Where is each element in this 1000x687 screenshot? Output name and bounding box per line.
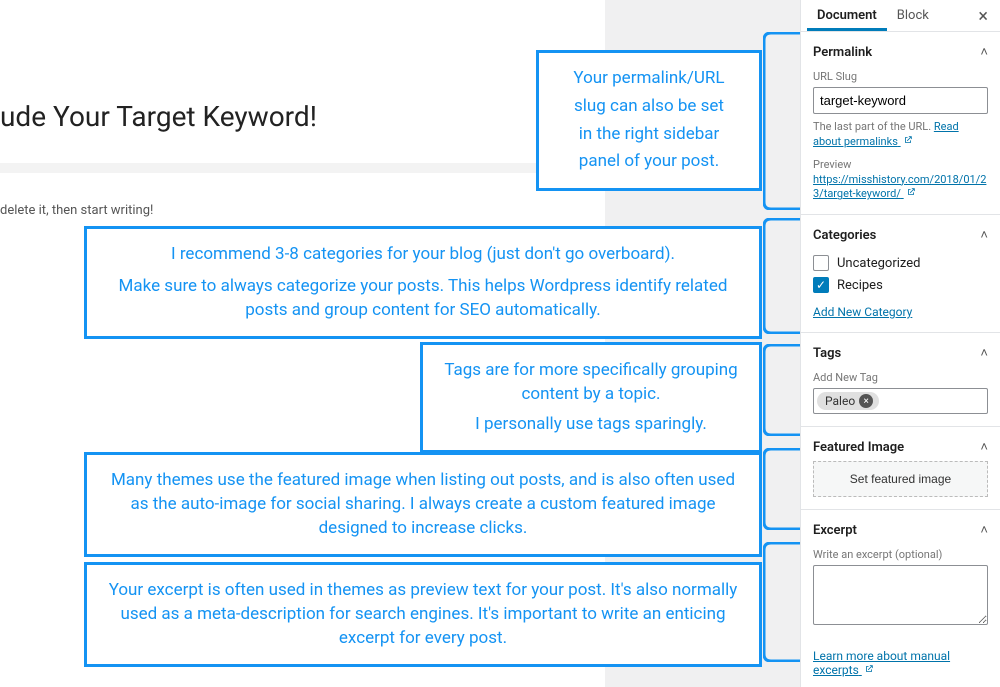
panel-featured-image-title: Featured Image bbox=[813, 440, 904, 455]
excerpt-label: Write an excerpt (optional) bbox=[813, 548, 988, 561]
post-title[interactable]: ude Your Target Keyword! bbox=[0, 100, 605, 133]
callout-featured-image: Many themes use the featured image when … bbox=[84, 452, 762, 557]
category-label: Recipes bbox=[837, 278, 883, 293]
category-row-uncategorized: Uncategorized bbox=[813, 255, 988, 271]
permalink-helper-text: The last part of the URL. Read about per… bbox=[813, 120, 988, 150]
panel-permalink-toggle[interactable]: Permalink ˄ bbox=[813, 42, 988, 66]
category-checkbox-uncategorized[interactable] bbox=[813, 255, 829, 271]
chevron-up-icon: ˄ bbox=[980, 44, 988, 60]
panel-excerpt-toggle[interactable]: Excerpt ˄ bbox=[813, 520, 988, 544]
panel-excerpt-title: Excerpt bbox=[813, 523, 857, 538]
settings-sidebar: Document Block × Permalink ˄ URL Slug Th… bbox=[800, 0, 1000, 687]
chevron-up-icon: ˄ bbox=[980, 345, 988, 361]
tag-chip-paleo: Paleo × bbox=[817, 392, 879, 410]
callout-excerpt: Your excerpt is often used in themes as … bbox=[84, 562, 762, 667]
external-link-icon bbox=[903, 135, 913, 145]
permalink-preview-link[interactable]: https://misshistory.com/2018/01/23/targe… bbox=[813, 173, 988, 203]
panel-excerpt: Excerpt ˄ Write an excerpt (optional) bbox=[801, 510, 1000, 641]
panel-featured-image-toggle[interactable]: Featured Image ˄ bbox=[813, 437, 988, 461]
connector-featured bbox=[763, 448, 801, 530]
sidebar-tabs: Document Block × bbox=[801, 0, 1000, 32]
panel-categories-toggle[interactable]: Categories ˄ bbox=[813, 225, 988, 249]
url-slug-input[interactable] bbox=[813, 87, 988, 114]
panel-categories-title: Categories bbox=[813, 228, 876, 243]
callout-permalink: Your permalink/URL slug can also be set … bbox=[536, 50, 762, 191]
panel-featured-image: Featured Image ˄ Set featured image bbox=[801, 427, 1000, 510]
tag-entry-input[interactable] bbox=[882, 392, 984, 410]
panel-tags-toggle[interactable]: Tags ˄ bbox=[813, 343, 988, 367]
connector-permalink bbox=[763, 32, 801, 210]
tab-block[interactable]: Block bbox=[887, 0, 939, 31]
close-sidebar-button[interactable]: × bbox=[972, 4, 994, 29]
excerpt-textarea[interactable] bbox=[813, 565, 988, 625]
panel-permalink-title: Permalink bbox=[813, 45, 872, 60]
external-link-icon bbox=[864, 664, 874, 674]
category-checkbox-recipes[interactable] bbox=[813, 277, 829, 293]
tab-document[interactable]: Document bbox=[807, 0, 887, 31]
editor-placeholder-hint: delete it, then start writing! bbox=[0, 203, 605, 218]
tag-input-container[interactable]: Paleo × bbox=[813, 388, 988, 414]
category-label: Uncategorized bbox=[837, 256, 920, 271]
connector-excerpt bbox=[763, 542, 801, 662]
category-row-recipes: Recipes bbox=[813, 277, 988, 293]
panel-categories: Categories ˄ Uncategorized Recipes Add N… bbox=[801, 215, 1000, 333]
chevron-up-icon: ˄ bbox=[980, 439, 988, 455]
remove-tag-icon[interactable]: × bbox=[859, 394, 873, 408]
panel-tags-title: Tags bbox=[813, 346, 841, 361]
set-featured-image-button[interactable]: Set featured image bbox=[813, 461, 988, 497]
connector-tags bbox=[763, 344, 801, 436]
callout-categories: I recommend 3-8 categories for your blog… bbox=[84, 226, 762, 339]
chevron-up-icon: ˄ bbox=[980, 522, 988, 538]
callout-tags: Tags are for more specifically grouping … bbox=[420, 342, 762, 453]
panel-tags: Tags ˄ Add New Tag Paleo × bbox=[801, 333, 1000, 427]
add-tag-label: Add New Tag bbox=[813, 371, 988, 384]
title-separator bbox=[0, 163, 605, 173]
panel-permalink: Permalink ˄ URL Slug The last part of th… bbox=[801, 32, 1000, 215]
chevron-up-icon: ˄ bbox=[980, 227, 988, 243]
permalink-preview-label: Preview bbox=[813, 158, 988, 173]
learn-more-excerpts-link[interactable]: Learn more about manual excerpts bbox=[801, 641, 1000, 687]
url-slug-label: URL Slug bbox=[813, 70, 988, 83]
connector-categories bbox=[763, 218, 801, 334]
external-link-icon bbox=[906, 187, 916, 197]
add-new-category-link[interactable]: Add New Category bbox=[813, 305, 912, 319]
tag-chip-label: Paleo bbox=[825, 394, 855, 408]
